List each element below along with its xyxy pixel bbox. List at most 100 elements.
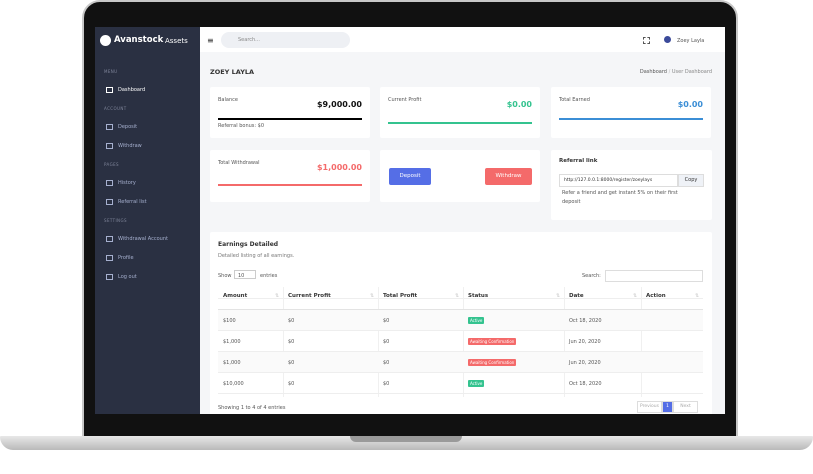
table-cell: $0 — [288, 360, 295, 366]
column-header[interactable]: Amount — [223, 293, 248, 299]
nav-item[interactable]: Referral list — [118, 199, 147, 205]
nav-icon — [106, 124, 113, 130]
column-divider — [641, 287, 642, 397]
copy-button[interactable]: Copy — [678, 174, 704, 187]
nav-item[interactable]: Log out — [118, 274, 137, 280]
status-badge: Awaiting Confirmation — [468, 338, 517, 345]
brand-suffix: Assets — [165, 37, 188, 45]
screen: Avanstock Assets ≡ Search... Zoey Layla … — [95, 27, 725, 414]
nav-icon — [106, 87, 113, 93]
stat-line — [388, 122, 532, 124]
column-header[interactable]: Action — [646, 293, 666, 299]
nav-icon — [106, 143, 113, 149]
status-badge: Awaiting Confirmation — [468, 359, 517, 366]
user-name[interactable]: Zoey Layla — [677, 38, 705, 44]
entries-label: entries — [260, 273, 278, 279]
nav-section: PAGES — [104, 162, 119, 167]
menu-toggle[interactable]: ≡ — [207, 36, 214, 45]
sort-icon[interactable]: ⇅ — [455, 293, 460, 299]
fullscreen-icon[interactable] — [643, 37, 650, 44]
nav-item[interactable]: Withdraw — [118, 143, 142, 149]
sort-icon[interactable]: ⇅ — [633, 293, 638, 299]
column-divider — [463, 287, 464, 397]
laptop-notch — [350, 436, 462, 442]
stat-label: Total Earned — [559, 97, 590, 103]
stat-line — [218, 118, 362, 120]
table-cell: $0 — [383, 360, 390, 366]
nav-icon — [106, 236, 113, 242]
nav-item[interactable]: Deposit — [118, 124, 138, 130]
sort-icon[interactable]: ⇅ — [556, 293, 561, 299]
table-cell: Oct 18, 2020 — [569, 381, 602, 387]
table-cell: $0 — [288, 318, 295, 324]
breadcrumb-sep: / — [667, 69, 672, 75]
column-header[interactable]: Total Profit — [383, 293, 418, 299]
table-cell: $1,000 — [223, 360, 241, 366]
table-cell: $0 — [383, 339, 390, 345]
page-size-select[interactable]: 10 — [234, 270, 256, 279]
search-label: Search: — [582, 273, 601, 279]
table-cell: $100 — [223, 318, 236, 324]
breadcrumb-item[interactable]: Dashboard — [639, 69, 667, 75]
column-header[interactable]: Status — [468, 293, 489, 299]
column-divider — [378, 287, 379, 397]
laptop-base — [0, 436, 813, 450]
row-bg — [218, 310, 703, 331]
avatar[interactable] — [664, 36, 671, 43]
withdraw-button[interactable]: Withdraw — [485, 168, 532, 185]
table-cell: $10,000 — [223, 381, 244, 387]
row-bg — [218, 352, 703, 373]
nav-section: ACCOUNT — [104, 106, 127, 111]
table-title: Earnings Detailed — [218, 241, 279, 248]
stat-card — [551, 87, 711, 138]
page-button[interactable]: 1 — [662, 401, 673, 413]
referral-title: Referral link — [559, 158, 598, 164]
stat-line — [218, 184, 362, 186]
table-cell: Jun 20, 2020 — [569, 339, 601, 345]
stat-value: $0.00 — [677, 100, 703, 109]
breadcrumb-item: User Dashboard — [671, 69, 712, 75]
page-button[interactable]: Previous — [637, 401, 662, 413]
nav-item[interactable]: Withdrawal Account — [118, 236, 168, 242]
nav-icon — [106, 255, 113, 261]
stat-card — [380, 87, 540, 138]
nav-item[interactable]: Dashboard — [118, 87, 146, 93]
nav-item[interactable]: Profile — [118, 255, 134, 261]
table-cell: Jun 20, 2020 — [569, 360, 601, 366]
sort-icon[interactable]: ⇅ — [695, 293, 700, 299]
table-info: Showing 1 to 4 of 4 entries — [218, 405, 286, 411]
status-badge: Active — [468, 317, 485, 324]
sort-icon[interactable]: ⇅ — [275, 293, 280, 299]
stat-line — [559, 118, 703, 120]
nav-icon — [106, 274, 113, 280]
nav-section: MENU — [104, 69, 118, 74]
stat-card — [210, 87, 370, 138]
row-line — [218, 372, 703, 373]
stat-value: $1,000.00 — [316, 163, 362, 172]
deposit-button[interactable]: Deposit — [389, 168, 431, 185]
search-placeholder: Search... — [238, 37, 260, 43]
sort-icon[interactable]: ⇅ — [370, 293, 375, 299]
search-box[interactable] — [221, 32, 350, 48]
row-line — [218, 351, 703, 352]
stat-card — [210, 150, 370, 202]
table-subtitle: Detailed listing of all earnings. — [218, 253, 295, 259]
brand-name: Avanstock — [114, 35, 164, 45]
column-header[interactable]: Current Profit — [288, 293, 331, 299]
stat-label: Total Withdrawal — [218, 160, 260, 166]
nav-item[interactable]: History — [118, 180, 136, 186]
page-button[interactable]: Next — [673, 401, 698, 413]
table-search[interactable] — [605, 270, 703, 282]
stat-label: Balance — [218, 97, 238, 103]
stat-label: Current Profit — [388, 97, 422, 103]
row-line — [218, 330, 703, 331]
logo — [100, 35, 111, 46]
referral-url[interactable]: http://127.0.0.1:8000/register/zoeylays — [559, 174, 678, 187]
column-header[interactable]: Date — [569, 293, 584, 299]
stat-value: $0.00 — [506, 100, 532, 109]
referral-text: Refer a friend and get instant 5% on the… — [562, 190, 678, 205]
breadcrumb: Dashboard / User Dashboard — [640, 69, 712, 75]
column-divider — [283, 287, 284, 397]
stat-value: $9,000.00 — [316, 100, 362, 109]
